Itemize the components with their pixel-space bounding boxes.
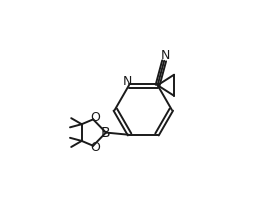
Text: O: O xyxy=(90,111,100,124)
Text: B: B xyxy=(101,126,111,139)
Text: N: N xyxy=(160,50,170,62)
Text: O: O xyxy=(90,141,100,154)
Text: N: N xyxy=(123,75,132,88)
